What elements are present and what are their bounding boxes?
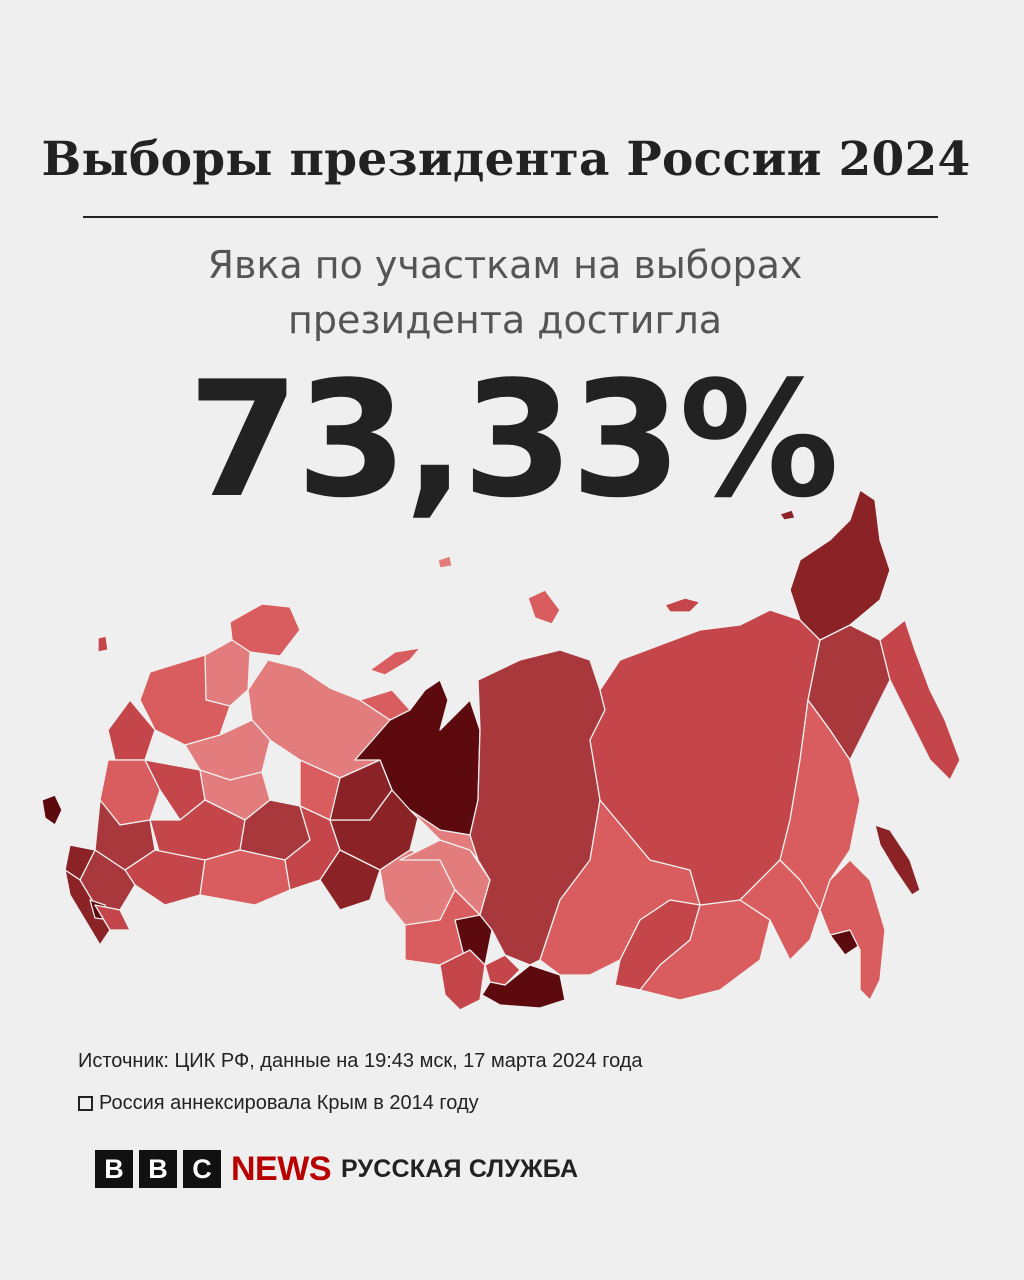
map-region-zabaykalsky — [639, 899, 771, 1001]
map-region-novosibirsk-islands — [664, 597, 701, 613]
map-region-altai-republic — [439, 949, 486, 1011]
map-region-franz-josef — [437, 555, 453, 569]
russia-turnout-map — [41, 489, 961, 1011]
bbc-logo-block-c: C — [183, 1150, 221, 1188]
crimea-note-text: Россия аннексировала Крым в 2014 году — [99, 1092, 479, 1114]
bbc-news-russian-logo: B B C NEWS РУССКАЯ СЛУЖБА — [95, 1150, 578, 1188]
crimea-legend-box — [78, 1096, 93, 1111]
map-region-sakhalin — [874, 824, 921, 896]
news-wordmark: NEWS — [231, 1149, 332, 1188]
crimea-annotation: Россия аннексировала Крым в 2014 году — [78, 1092, 479, 1115]
map-region-crimea — [41, 794, 63, 826]
source-note: Источник: ЦИК РФ, данные на 19:43 мск, 1… — [78, 1050, 643, 1072]
map-region-yamal — [354, 679, 481, 836]
turnout-value: 73,33% — [187, 346, 839, 533]
map-region-kurgan — [319, 849, 381, 911]
title-divider — [83, 216, 938, 218]
map-region-kaliningrad — [97, 635, 109, 653]
map-region-kalmykia — [94, 904, 131, 931]
bbc-logo-block-b1: B — [95, 1150, 133, 1188]
bbc-logo-block-b2: B — [139, 1150, 177, 1188]
map-region-tuva — [481, 964, 566, 1009]
map-region-taymyr-island — [527, 589, 561, 625]
map-region-novaya-zemlya — [369, 647, 421, 676]
map-region-khmao — [329, 759, 393, 821]
map-region-orenburg — [199, 849, 291, 906]
russian-service-wordmark: РУССКАЯ СЛУЖБА — [341, 1154, 579, 1183]
map-region-khabarovsk — [779, 699, 861, 911]
map-region-wrangel — [779, 509, 796, 521]
map-region-primorye — [819, 859, 886, 1001]
map-region-kamchatka — [879, 619, 961, 781]
map-region-khakassia — [484, 954, 521, 986]
map-region-north-caucasus — [64, 869, 111, 946]
page-title: Выборы президента России 2024 — [41, 132, 971, 187]
map-region-chukotka — [789, 489, 891, 641]
subtitle-line-1: Явка по участкам на выборах — [207, 243, 803, 287]
subtitle-line-2: президента достигла — [287, 298, 723, 342]
